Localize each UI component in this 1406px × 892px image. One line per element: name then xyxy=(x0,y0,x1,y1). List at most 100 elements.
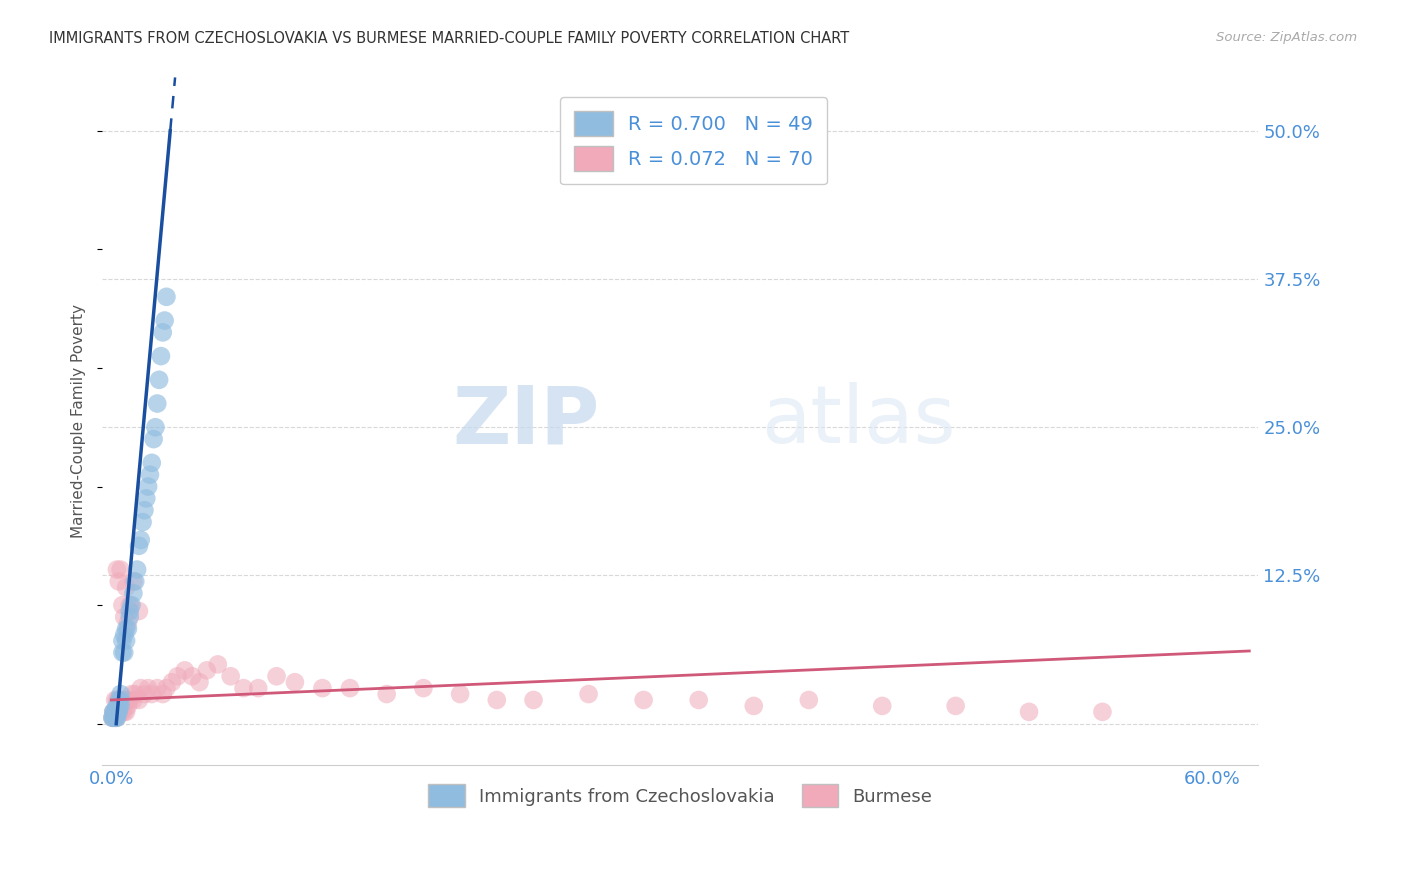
Point xyxy=(188,675,211,690)
Point xyxy=(195,664,218,678)
Point xyxy=(107,705,129,719)
Text: Source: ZipAtlas.com: Source: ZipAtlas.com xyxy=(1216,31,1357,45)
Point xyxy=(107,705,129,719)
Text: IMMIGRANTS FROM CZECHOSLOVAKIA VS BURMESE MARRIED-COUPLE FAMILY POVERTY CORRELAT: IMMIGRANTS FROM CZECHOSLOVAKIA VS BURMES… xyxy=(49,31,849,46)
Point xyxy=(110,705,132,719)
Point xyxy=(111,705,134,719)
Point xyxy=(141,456,163,470)
Point xyxy=(110,687,132,701)
Point xyxy=(101,711,124,725)
Point xyxy=(103,705,125,719)
Point xyxy=(112,628,135,642)
Point xyxy=(104,693,127,707)
Point xyxy=(232,681,254,695)
Y-axis label: Married-Couple Family Poverty: Married-Couple Family Poverty xyxy=(72,304,86,539)
Point xyxy=(105,711,128,725)
Point xyxy=(122,586,145,600)
Point xyxy=(578,687,600,701)
Legend: Immigrants from Czechoslovakia, Burmese: Immigrants from Czechoslovakia, Burmese xyxy=(422,777,939,814)
Point xyxy=(125,563,148,577)
Point xyxy=(128,539,150,553)
Point xyxy=(155,681,177,695)
Point xyxy=(105,711,128,725)
Point xyxy=(128,693,150,707)
Point xyxy=(135,491,157,506)
Point xyxy=(122,574,145,589)
Point xyxy=(146,396,169,410)
Point xyxy=(128,604,150,618)
Point xyxy=(105,705,128,719)
Point xyxy=(152,687,174,701)
Point xyxy=(118,604,141,618)
Point xyxy=(121,598,143,612)
Point xyxy=(115,705,138,719)
Point xyxy=(111,598,134,612)
Point xyxy=(155,290,177,304)
Point xyxy=(103,711,125,725)
Point xyxy=(110,693,132,707)
Point xyxy=(311,681,333,695)
Point xyxy=(124,574,146,589)
Point xyxy=(117,615,139,630)
Point xyxy=(117,622,139,636)
Point xyxy=(148,373,170,387)
Point xyxy=(152,326,174,340)
Point xyxy=(142,432,165,446)
Point xyxy=(129,681,152,695)
Point xyxy=(103,705,125,719)
Point xyxy=(145,420,167,434)
Point xyxy=(107,698,129,713)
Point xyxy=(166,669,188,683)
Point xyxy=(103,705,125,719)
Point xyxy=(103,711,125,725)
Point xyxy=(485,693,508,707)
Point xyxy=(412,681,434,695)
Point xyxy=(118,610,141,624)
Point xyxy=(247,681,270,695)
Point xyxy=(105,563,128,577)
Point xyxy=(112,705,135,719)
Point xyxy=(284,675,307,690)
Point xyxy=(115,693,138,707)
Point xyxy=(104,705,127,719)
Point xyxy=(111,646,134,660)
Point xyxy=(522,693,544,707)
Point xyxy=(118,598,141,612)
Point xyxy=(870,698,893,713)
Point xyxy=(112,693,135,707)
Point xyxy=(633,693,655,707)
Point xyxy=(153,313,176,327)
Point xyxy=(1091,705,1114,719)
Point xyxy=(742,698,765,713)
Point xyxy=(104,711,127,725)
Point xyxy=(146,681,169,695)
Point xyxy=(134,503,156,517)
Point xyxy=(131,515,153,529)
Point xyxy=(101,711,124,725)
Point xyxy=(219,669,242,683)
Point xyxy=(134,687,156,701)
Point xyxy=(136,681,159,695)
Point xyxy=(1018,705,1040,719)
Point xyxy=(103,711,125,725)
Point xyxy=(797,693,820,707)
Point xyxy=(110,698,132,713)
Point xyxy=(266,669,288,683)
Point xyxy=(105,705,128,719)
Point xyxy=(112,610,135,624)
Point xyxy=(122,693,145,707)
Text: ZIP: ZIP xyxy=(453,383,599,460)
Point xyxy=(124,687,146,701)
Point xyxy=(110,563,132,577)
Point xyxy=(104,711,127,725)
Point xyxy=(111,633,134,648)
Point xyxy=(105,698,128,713)
Point xyxy=(104,705,127,719)
Point xyxy=(136,479,159,493)
Point xyxy=(111,698,134,713)
Point xyxy=(139,467,162,482)
Point xyxy=(149,349,172,363)
Point xyxy=(107,693,129,707)
Point xyxy=(105,693,128,707)
Point xyxy=(115,633,138,648)
